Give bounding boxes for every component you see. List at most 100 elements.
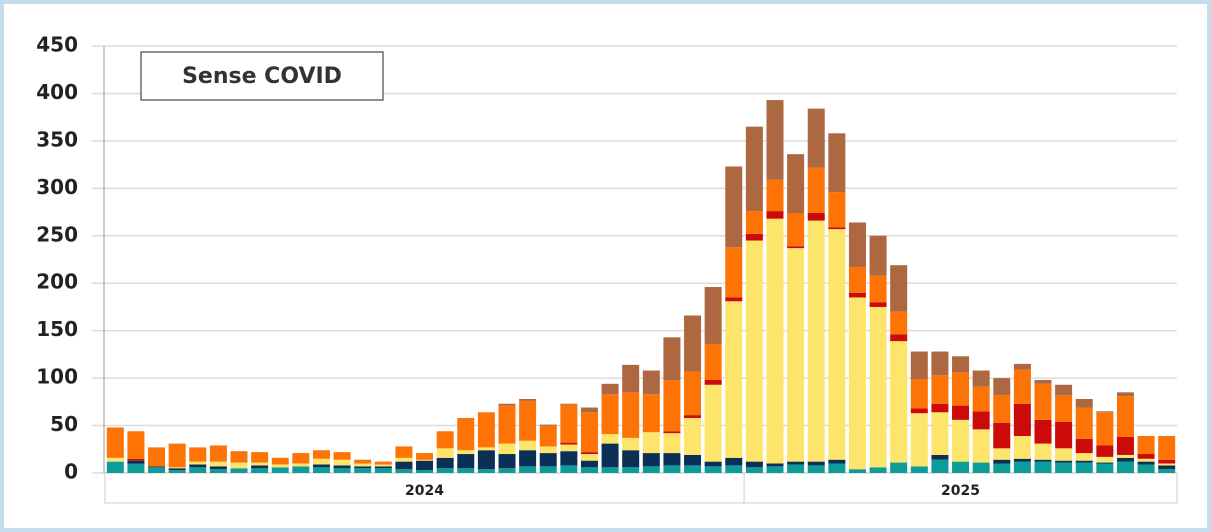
bar-segment — [1055, 448, 1073, 461]
bar-segment — [251, 452, 269, 463]
bar-segment — [622, 467, 640, 473]
bar-segment — [580, 407, 598, 413]
bar-segment — [1116, 454, 1134, 458]
bar-segment — [642, 394, 660, 433]
bar-segment — [1075, 460, 1093, 463]
bar-segment — [972, 370, 990, 387]
bar-segment — [766, 179, 784, 212]
bar-segment — [189, 461, 207, 465]
bar-segment — [1096, 412, 1114, 446]
bar-segment — [725, 465, 743, 473]
bar-segment — [787, 461, 805, 465]
bar-segment — [910, 413, 928, 467]
bar-segment — [642, 432, 660, 454]
bar-segment — [910, 379, 928, 409]
bar-segment — [807, 461, 825, 466]
bar-segment — [890, 462, 908, 473]
bar-segment — [972, 411, 990, 430]
bar-segment — [580, 452, 598, 455]
bar-segment — [312, 450, 330, 459]
bar-segment — [1158, 469, 1176, 473]
bar-segment — [972, 386, 990, 412]
bar-segment — [663, 337, 681, 381]
bar-segment — [498, 405, 516, 444]
bar-segment — [436, 431, 454, 449]
bar-segment — [374, 461, 392, 465]
bar-segment — [209, 469, 227, 473]
bar-segment — [1116, 392, 1134, 397]
bar-segment — [1075, 438, 1093, 454]
bar-segment — [539, 466, 557, 473]
bar-segment — [828, 227, 846, 230]
bar-segment — [663, 465, 681, 473]
bar-segment — [787, 246, 805, 249]
bar-segment — [869, 275, 887, 303]
bar-segment — [1034, 459, 1052, 462]
bar-segment — [1013, 435, 1031, 459]
bar-segment — [416, 453, 434, 460]
bar-segment — [354, 459, 372, 464]
bar-segment — [745, 240, 763, 462]
bar-segment — [704, 287, 722, 344]
bar-segment — [560, 465, 578, 473]
bar-segment — [1034, 461, 1052, 473]
bar-segment — [1055, 462, 1073, 473]
bar-segment — [622, 364, 640, 393]
bar-segment — [560, 403, 578, 405]
bar-segment — [539, 425, 557, 447]
bar-segment — [704, 384, 722, 462]
y-tick-label: 200 — [36, 270, 78, 294]
bar-segment — [931, 459, 949, 473]
bar-segment — [684, 415, 702, 418]
bar-segment — [910, 408, 928, 414]
bar-segment — [848, 222, 866, 268]
bar-segment — [1013, 403, 1031, 436]
bar-segment — [498, 454, 516, 469]
bar-segment — [374, 464, 392, 467]
bar-segment — [539, 453, 557, 467]
bar-segment — [209, 461, 227, 467]
bar-segment — [127, 463, 145, 473]
bar-segment — [1096, 445, 1114, 457]
bar-segment — [663, 453, 681, 466]
bar-segment — [519, 400, 537, 441]
bar-segment — [704, 461, 722, 467]
y-tick-label: 400 — [36, 80, 78, 104]
bar-segment — [745, 461, 763, 468]
bar-segment — [890, 265, 908, 312]
bar-segment — [457, 450, 475, 455]
bar-segment — [993, 463, 1011, 473]
bar-segment — [127, 431, 145, 459]
bar-segment — [148, 447, 166, 467]
bar-segment — [560, 451, 578, 466]
bar-segment — [374, 466, 392, 469]
bar-segment — [1013, 458, 1031, 462]
bar-segment — [1116, 396, 1134, 437]
bar-segment — [292, 466, 310, 473]
bar-segment — [993, 378, 1011, 396]
bar-segment — [333, 468, 351, 473]
bar-segment — [498, 403, 516, 406]
bar-segment — [745, 233, 763, 241]
bar-segment — [848, 297, 866, 470]
bar-segment — [745, 126, 763, 212]
bar-segment — [725, 297, 743, 302]
bar-segment — [931, 454, 949, 460]
bar-segment — [580, 467, 598, 473]
bar-segment — [436, 468, 454, 473]
bar-segment — [1055, 460, 1073, 463]
bar-segment — [106, 461, 124, 473]
y-tick-label: 100 — [36, 365, 78, 389]
bar-segment — [745, 467, 763, 473]
bar-segment — [457, 454, 475, 469]
bar-segment — [684, 454, 702, 466]
bar-segment — [209, 466, 227, 470]
bar-segment — [993, 448, 1011, 460]
bar-segment — [333, 459, 351, 466]
bar-segment — [601, 434, 619, 444]
bar-segment — [1013, 369, 1031, 404]
bar-segment — [993, 422, 1011, 449]
bar-segment — [684, 315, 702, 372]
bar-segment — [890, 311, 908, 335]
bar-segment — [704, 343, 722, 381]
